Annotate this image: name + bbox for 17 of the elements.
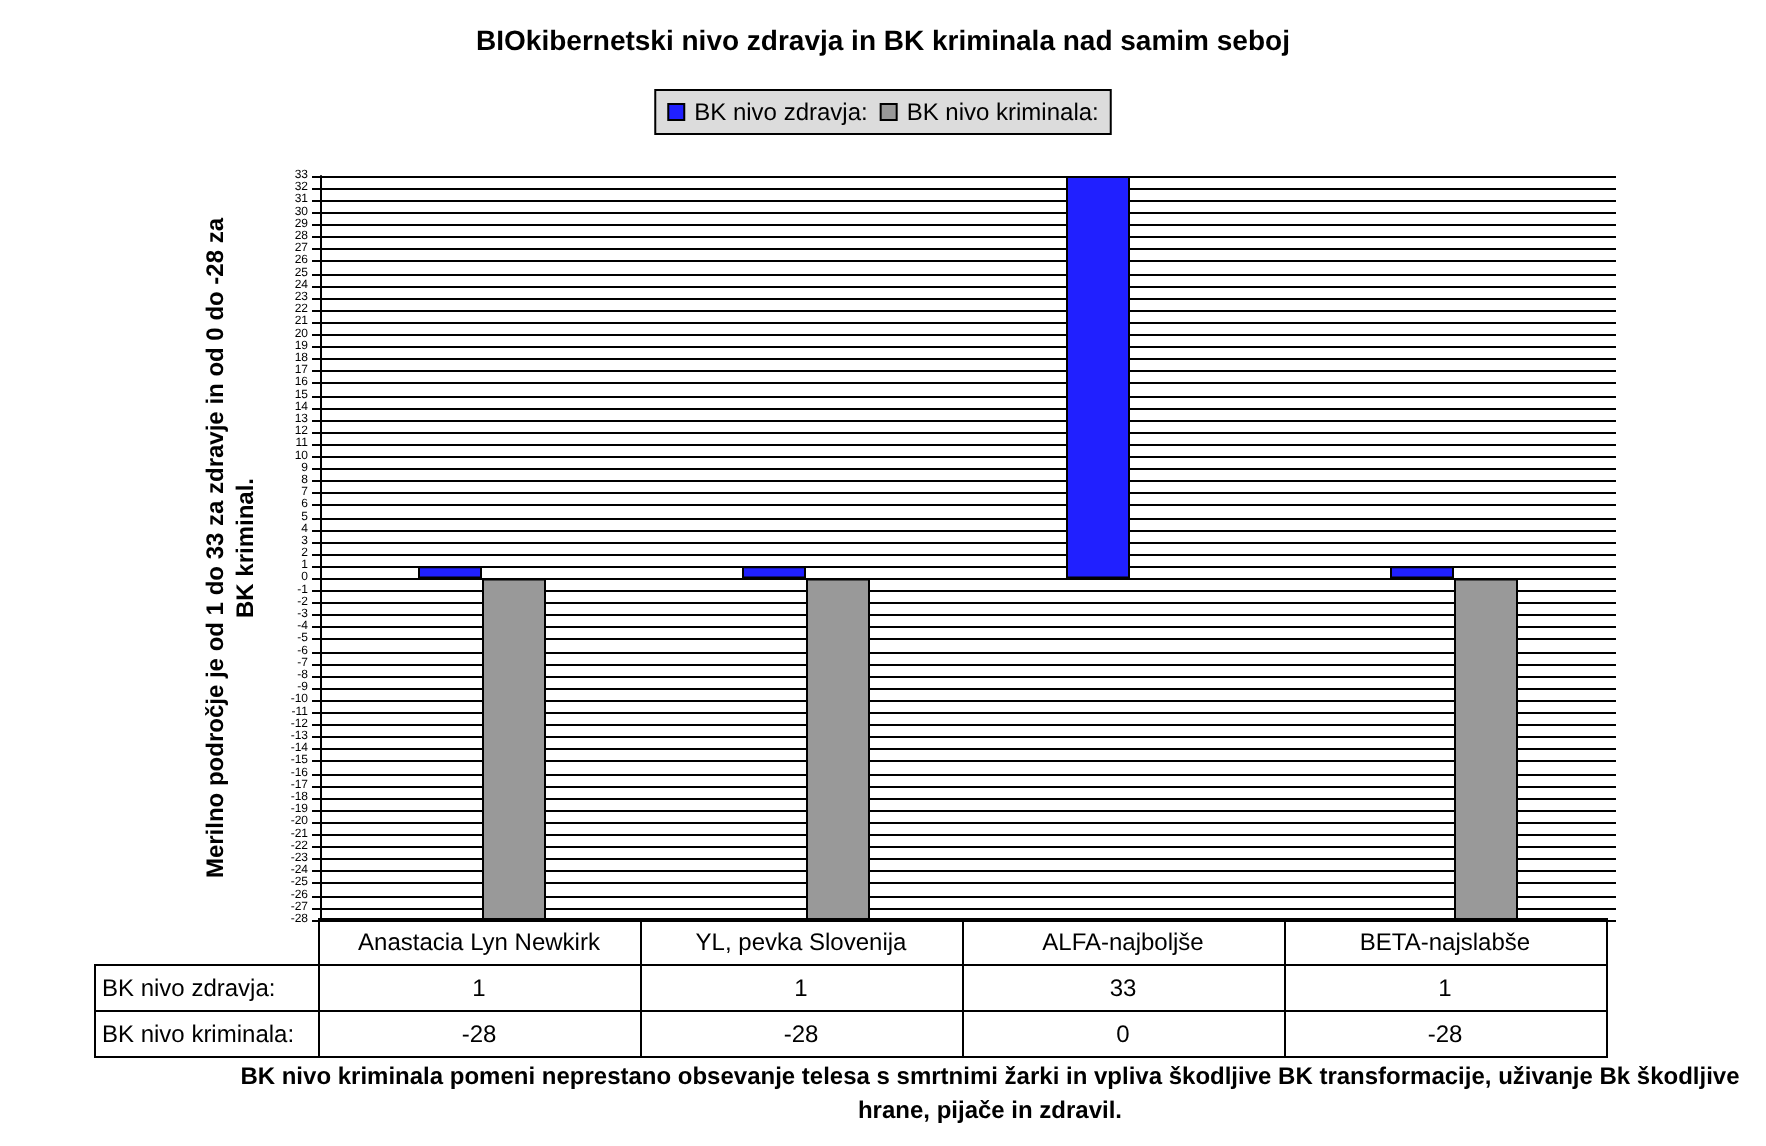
data-label: -28 bbox=[1284, 1011, 1606, 1057]
x-tick-label: Anastacia Lyn Newkirk bbox=[318, 919, 640, 965]
text: BK nivo zdravja: bbox=[102, 974, 276, 1002]
legend-label: BK nivo zdravja: bbox=[694, 98, 868, 126]
data-label: 1 bbox=[1284, 965, 1606, 1011]
text: BK nivo kriminala: bbox=[102, 1020, 295, 1048]
legend-label: BK nivo kriminala: bbox=[906, 98, 1099, 126]
y-axis-title: Merilno področje je od 1 do 33 za zdravje in od 0 do -28 za BK kriminal. bbox=[201, 217, 259, 879]
data-label: 0 bbox=[962, 1011, 1284, 1057]
x-tick-label: ALFA-najboljše bbox=[962, 919, 1284, 965]
data-label: -28 bbox=[640, 1011, 962, 1057]
x-tick-label: YL, pevka Slovenija bbox=[640, 919, 962, 965]
chart-title: BIOkibernetski nivo zdravja in BK kriminala nad samim seboj bbox=[476, 24, 1290, 56]
data-label: 33 bbox=[962, 965, 1284, 1011]
data-label: 1 bbox=[640, 965, 962, 1011]
x-tick-label: BETA-najslabše bbox=[1284, 919, 1606, 965]
text: BK nivo kriminala pomeni neprestano obsevanje telesa s smrtnimi žarki in vpliva škodljive BK transformacije, uživanje Bk škodljive hrane, pijače in zdravil. bbox=[238, 1060, 1742, 1128]
